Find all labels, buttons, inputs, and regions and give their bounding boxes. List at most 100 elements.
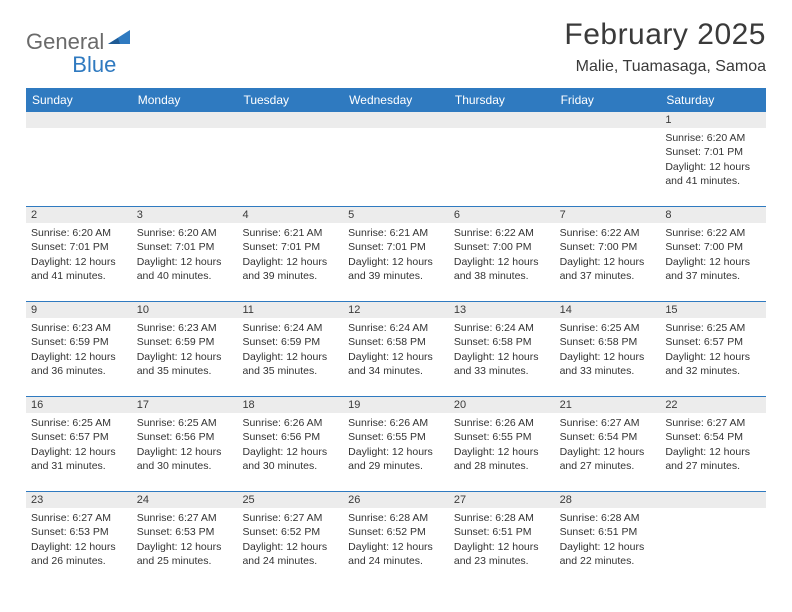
- sunset-text: Sunset: 6:55 PM: [454, 431, 550, 444]
- sunrise-text: Sunrise: 6:23 AM: [137, 322, 233, 335]
- day-cell: Sunrise: 6:25 AMSunset: 6:56 PMDaylight:…: [132, 413, 238, 491]
- daylight1-text: Daylight: 12 hours: [560, 351, 656, 364]
- sunrise-text: Sunrise: 6:28 AM: [560, 512, 656, 525]
- day-number: [660, 492, 766, 508]
- weekday-header: Wednesday: [343, 88, 449, 112]
- daylight2-text: and 23 minutes.: [454, 555, 550, 568]
- day-number: 26: [343, 492, 449, 508]
- sunrise-text: Sunrise: 6:27 AM: [137, 512, 233, 525]
- weekday-header: Friday: [555, 88, 661, 112]
- day-cell: Sunrise: 6:23 AMSunset: 6:59 PMDaylight:…: [132, 318, 238, 396]
- day-cell: Sunrise: 6:25 AMSunset: 6:57 PMDaylight:…: [660, 318, 766, 396]
- sunset-text: Sunset: 7:01 PM: [31, 241, 127, 254]
- daylight2-text: and 33 minutes.: [454, 365, 550, 378]
- day-cell: Sunrise: 6:20 AMSunset: 7:01 PMDaylight:…: [132, 223, 238, 301]
- day-cell: Sunrise: 6:20 AMSunset: 7:01 PMDaylight:…: [660, 128, 766, 206]
- daylight1-text: Daylight: 12 hours: [560, 256, 656, 269]
- day-number: 19: [343, 397, 449, 413]
- day-number-row: 9101112131415: [26, 302, 766, 318]
- logo-flag-icon: [108, 30, 132, 48]
- daylight2-text: and 34 minutes.: [348, 365, 444, 378]
- sunset-text: Sunset: 6:53 PM: [31, 526, 127, 539]
- sunrise-text: Sunrise: 6:25 AM: [665, 322, 761, 335]
- sunrise-text: Sunrise: 6:22 AM: [454, 227, 550, 240]
- day-number: 9: [26, 302, 132, 318]
- day-number: [343, 112, 449, 128]
- day-number: 7: [555, 207, 661, 223]
- daylight1-text: Daylight: 12 hours: [137, 256, 233, 269]
- day-cell: Sunrise: 6:28 AMSunset: 6:51 PMDaylight:…: [555, 508, 661, 586]
- day-number: 21: [555, 397, 661, 413]
- daylight2-text: and 41 minutes.: [31, 270, 127, 283]
- sunset-text: Sunset: 6:53 PM: [137, 526, 233, 539]
- sunrise-text: Sunrise: 6:21 AM: [242, 227, 338, 240]
- sunrise-text: Sunrise: 6:21 AM: [348, 227, 444, 240]
- day-cell: Sunrise: 6:22 AMSunset: 7:00 PMDaylight:…: [660, 223, 766, 301]
- day-number: 25: [237, 492, 343, 508]
- day-number: [237, 112, 343, 128]
- daylight2-text: and 36 minutes.: [31, 365, 127, 378]
- day-number: 4: [237, 207, 343, 223]
- sunrise-text: Sunrise: 6:24 AM: [242, 322, 338, 335]
- daylight2-text: and 29 minutes.: [348, 460, 444, 473]
- sunset-text: Sunset: 6:57 PM: [31, 431, 127, 444]
- day-cell: [343, 128, 449, 206]
- day-number: 15: [660, 302, 766, 318]
- day-number: 16: [26, 397, 132, 413]
- day-cell: Sunrise: 6:27 AMSunset: 6:54 PMDaylight:…: [555, 413, 661, 491]
- day-number: 5: [343, 207, 449, 223]
- sunrise-text: Sunrise: 6:22 AM: [560, 227, 656, 240]
- daylight2-text: and 33 minutes.: [560, 365, 656, 378]
- day-cell: Sunrise: 6:27 AMSunset: 6:52 PMDaylight:…: [237, 508, 343, 586]
- daylight2-text: and 37 minutes.: [665, 270, 761, 283]
- sunrise-text: Sunrise: 6:20 AM: [31, 227, 127, 240]
- day-number: 10: [132, 302, 238, 318]
- day-cell: Sunrise: 6:22 AMSunset: 7:00 PMDaylight:…: [449, 223, 555, 301]
- weekday-header: Thursday: [449, 88, 555, 112]
- sunrise-text: Sunrise: 6:20 AM: [137, 227, 233, 240]
- daylight1-text: Daylight: 12 hours: [242, 541, 338, 554]
- week-row: Sunrise: 6:20 AMSunset: 7:01 PMDaylight:…: [26, 128, 766, 207]
- sunset-text: Sunset: 6:58 PM: [560, 336, 656, 349]
- sunset-text: Sunset: 6:52 PM: [348, 526, 444, 539]
- day-cell: Sunrise: 6:21 AMSunset: 7:01 PMDaylight:…: [237, 223, 343, 301]
- daylight2-text: and 37 minutes.: [560, 270, 656, 283]
- day-cell: Sunrise: 6:26 AMSunset: 6:55 PMDaylight:…: [449, 413, 555, 491]
- title-block: February 2025 Malie, Tuamasaga, Samoa: [564, 18, 766, 76]
- daylight1-text: Daylight: 12 hours: [560, 446, 656, 459]
- location-label: Malie, Tuamasaga, Samoa: [564, 58, 766, 76]
- day-cell: Sunrise: 6:23 AMSunset: 6:59 PMDaylight:…: [26, 318, 132, 396]
- day-cell: [237, 128, 343, 206]
- daylight1-text: Daylight: 12 hours: [454, 446, 550, 459]
- weekday-header: Monday: [132, 88, 238, 112]
- sunset-text: Sunset: 6:54 PM: [665, 431, 761, 444]
- sunset-text: Sunset: 7:01 PM: [242, 241, 338, 254]
- header-region: General Blue February 2025 Malie, Tuamas…: [26, 18, 766, 76]
- day-cell: Sunrise: 6:22 AMSunset: 7:00 PMDaylight:…: [555, 223, 661, 301]
- day-cell: Sunrise: 6:25 AMSunset: 6:57 PMDaylight:…: [26, 413, 132, 491]
- sunset-text: Sunset: 6:59 PM: [31, 336, 127, 349]
- sunrise-text: Sunrise: 6:25 AM: [560, 322, 656, 335]
- daylight1-text: Daylight: 12 hours: [348, 446, 444, 459]
- daylight1-text: Daylight: 12 hours: [242, 446, 338, 459]
- day-number: 28: [555, 492, 661, 508]
- daylight2-text: and 39 minutes.: [348, 270, 444, 283]
- sunset-text: Sunset: 7:00 PM: [665, 241, 761, 254]
- day-number-row: 16171819202122: [26, 397, 766, 413]
- week-row: Sunrise: 6:27 AMSunset: 6:53 PMDaylight:…: [26, 508, 766, 586]
- daylight2-text: and 30 minutes.: [242, 460, 338, 473]
- day-number-row: 232425262728: [26, 492, 766, 508]
- sunset-text: Sunset: 6:51 PM: [454, 526, 550, 539]
- sunset-text: Sunset: 6:56 PM: [137, 431, 233, 444]
- sunset-text: Sunset: 7:01 PM: [348, 241, 444, 254]
- sunset-text: Sunset: 6:58 PM: [454, 336, 550, 349]
- day-number: 23: [26, 492, 132, 508]
- week-row: Sunrise: 6:25 AMSunset: 6:57 PMDaylight:…: [26, 413, 766, 492]
- sunrise-text: Sunrise: 6:24 AM: [348, 322, 444, 335]
- sunset-text: Sunset: 6:56 PM: [242, 431, 338, 444]
- daylight1-text: Daylight: 12 hours: [31, 541, 127, 554]
- daylight2-text: and 27 minutes.: [560, 460, 656, 473]
- day-number: 12: [343, 302, 449, 318]
- day-number: 8: [660, 207, 766, 223]
- sunset-text: Sunset: 6:58 PM: [348, 336, 444, 349]
